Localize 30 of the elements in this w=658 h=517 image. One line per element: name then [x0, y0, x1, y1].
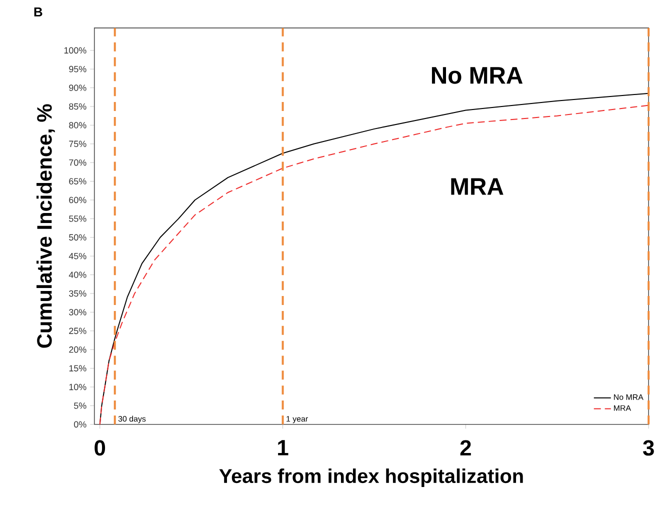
y-tick-label: 20%	[69, 346, 86, 353]
y-tick-label: 100%	[64, 47, 86, 54]
y-tick-label: 0%	[74, 421, 86, 428]
y-tick-label: 45%	[68, 252, 86, 260]
y-axis-title: Cumulative Incidence, %	[36, 104, 55, 348]
y-tick-label: 25%	[69, 328, 86, 334]
x-tick-label: 3	[643, 440, 654, 456]
y-tick-label: 10%	[69, 384, 86, 390]
x-axis-title: Years from index hospitalization	[219, 468, 523, 487]
y-tick-label: 80%	[69, 122, 86, 128]
y-tick-label: 30%	[69, 308, 86, 316]
chart-title: B	[34, 7, 42, 16]
y-tick-label: 60%	[69, 196, 86, 204]
y-tick-label: 95%	[69, 66, 86, 72]
x-tick-label: 0	[94, 440, 106, 456]
x-tick-label: 2	[460, 440, 471, 456]
y-tick-label: 90%	[69, 84, 86, 91]
y-tick-label: 85%	[69, 103, 86, 110]
y-tick-label: 15%	[69, 365, 86, 372]
x-tick-label: 1	[278, 440, 288, 456]
annotation: No MRA	[432, 67, 523, 84]
annotation: MRA	[451, 178, 504, 195]
y-tick-label: 75%	[69, 140, 86, 147]
y-tick-label: 5%	[74, 402, 86, 409]
y-tick-label: 40%	[68, 271, 86, 278]
y-tick-label: 55%	[69, 215, 86, 222]
y-tick-label: 70%	[69, 159, 86, 166]
y-tick-label: 50%	[69, 234, 86, 240]
y-tick-label: 65%	[69, 178, 86, 184]
y-tick-label: 35%	[69, 290, 86, 297]
